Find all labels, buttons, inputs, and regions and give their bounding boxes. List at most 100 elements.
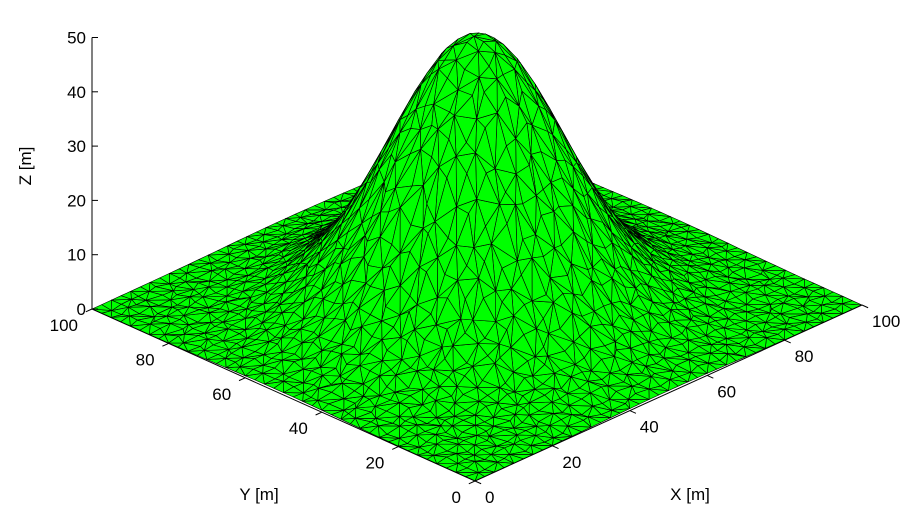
surface-facet <box>454 409 476 417</box>
surface-facet <box>508 450 534 455</box>
surface-facet <box>743 344 766 349</box>
surface-facet <box>343 223 363 249</box>
surface-facet <box>341 182 368 224</box>
surface-facet <box>283 241 311 258</box>
y-tick <box>468 480 476 485</box>
x-tick <box>629 410 637 414</box>
surface-facet <box>592 258 613 279</box>
surface-facet <box>345 187 361 212</box>
surface-facet <box>648 353 665 359</box>
surface-facet <box>254 372 265 385</box>
surface-facet <box>399 84 422 120</box>
surface-facet <box>323 302 344 319</box>
surface-facet <box>204 344 229 351</box>
surface-facet <box>435 297 462 326</box>
surface-facet <box>474 459 498 463</box>
surface-facet <box>416 423 442 427</box>
surface-facet <box>672 287 686 299</box>
surface-facet <box>379 386 396 397</box>
surface-facet <box>633 233 655 250</box>
surface-facet <box>433 358 454 372</box>
surface-facet <box>649 253 671 267</box>
surface-facet <box>494 52 515 70</box>
surface-facet <box>285 228 305 235</box>
surface-facet <box>301 331 319 344</box>
surface-facet <box>419 103 435 130</box>
surface-facet <box>149 321 171 325</box>
surface-facet <box>769 308 781 315</box>
surface-facet <box>454 394 480 404</box>
surface-facet <box>547 350 576 365</box>
surface-facet <box>692 252 710 258</box>
x-tick <box>706 374 714 379</box>
surface-facet <box>341 379 364 385</box>
surface-facet <box>630 270 648 286</box>
surface-facet <box>651 322 673 339</box>
surface-facet <box>496 441 515 447</box>
surface-facet <box>244 259 264 269</box>
surface-facet <box>648 338 667 348</box>
surface-facet <box>225 353 244 359</box>
surface-facet <box>821 302 843 306</box>
surface-facet <box>590 358 611 374</box>
surface-facet <box>266 281 287 293</box>
surface-facet <box>285 249 305 263</box>
surface-facet <box>437 237 457 258</box>
surface-facet <box>630 343 650 355</box>
surface-facet <box>111 295 132 301</box>
surface-facet <box>745 288 766 296</box>
surface-facet <box>769 299 784 305</box>
surface-facet <box>303 384 319 394</box>
surface-facet <box>186 267 213 274</box>
surface-facet <box>495 301 514 322</box>
surface-facet <box>705 303 725 309</box>
surface-facet <box>553 412 572 415</box>
surface-facet <box>496 96 517 139</box>
surface-facet <box>243 351 265 359</box>
surface-facet <box>358 286 385 309</box>
surface-facet <box>593 305 613 326</box>
surface-facet <box>514 407 530 416</box>
surface-facet <box>439 376 458 387</box>
surface-facet <box>197 350 208 360</box>
surface-facet <box>379 369 397 377</box>
surface-facet <box>572 166 588 194</box>
surface-facet <box>591 187 608 215</box>
surface-facet <box>534 383 555 390</box>
surface-facet <box>437 111 455 130</box>
surface-facet <box>337 207 360 241</box>
surface-facet <box>568 398 593 407</box>
surface-facet <box>553 432 573 439</box>
surface-facet <box>281 337 303 353</box>
surface-facet <box>422 203 436 229</box>
surface-facet <box>647 212 671 217</box>
surface-facet <box>607 381 633 387</box>
surface-facet <box>496 74 520 107</box>
surface-facet <box>552 134 574 167</box>
surface-facet <box>690 315 709 324</box>
surface-facet <box>436 456 459 465</box>
surface-facet <box>705 276 731 284</box>
surface-facet <box>320 350 342 368</box>
y-tick <box>85 308 93 313</box>
surface-facet <box>318 382 343 389</box>
surface-facet <box>710 260 729 268</box>
surface-facet <box>769 274 784 280</box>
surface-facet <box>493 408 516 418</box>
surface-facet <box>766 333 785 341</box>
surface-facet <box>672 247 693 255</box>
surface-facet <box>669 376 689 383</box>
surface-facet <box>416 366 434 372</box>
surface-facet <box>499 191 516 205</box>
surface-facet <box>614 333 631 349</box>
surface-facet <box>611 403 631 411</box>
surface-facet <box>746 324 764 332</box>
surface-facet <box>169 268 188 274</box>
surface-facet <box>589 323 616 343</box>
surface-facet <box>784 325 805 332</box>
surface-facet <box>399 224 424 254</box>
surface-facet <box>553 388 568 394</box>
surface-facet <box>553 206 574 233</box>
surface-facet <box>478 41 496 53</box>
